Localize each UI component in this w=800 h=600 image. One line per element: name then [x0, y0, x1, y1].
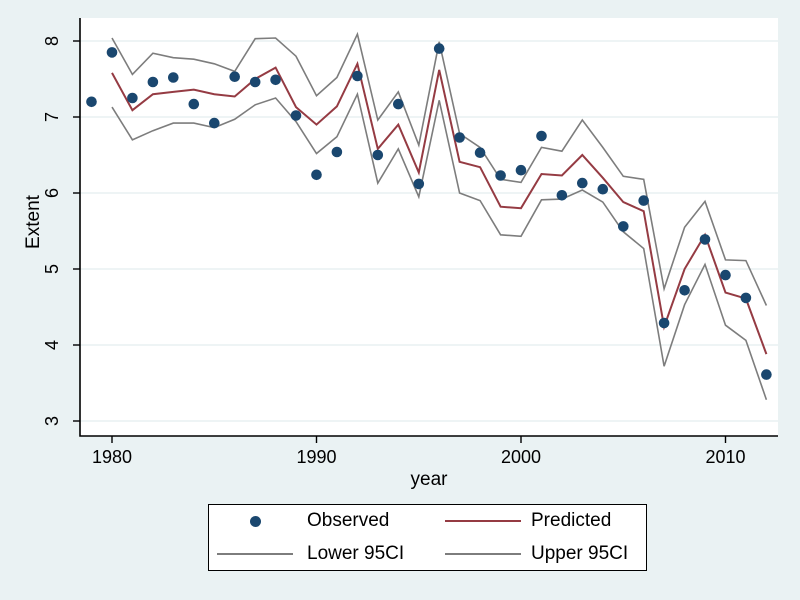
- observed-point: [270, 74, 281, 86]
- observed-point: [127, 92, 138, 104]
- x-tick-label: 2010: [705, 447, 745, 467]
- upper-ci-line: [111, 31, 768, 306]
- observed-point: [311, 169, 322, 181]
- legend: Observed Predicted Lower 95CI Upper 95CI: [208, 504, 647, 571]
- y-tick-label: 5: [42, 264, 62, 274]
- legend-marker-predicted: [445, 520, 521, 523]
- y-tick-label: 4: [42, 340, 62, 350]
- observed-point: [495, 170, 506, 181]
- observed-point: [290, 110, 302, 121]
- observed-point: [536, 130, 547, 142]
- lower-ci-line: [111, 91, 768, 400]
- legend-label-lower-95ci: Lower 95CI: [307, 542, 405, 564]
- observed-point: [209, 117, 220, 129]
- observed-point: [474, 147, 486, 158]
- observed-point: [597, 183, 609, 195]
- legend-marker-lower-95ci: [217, 552, 293, 555]
- legend-label-predicted: Predicted: [531, 510, 612, 532]
- observed-point: [720, 269, 731, 281]
- observed-point: [638, 195, 649, 206]
- observed-point: [106, 47, 118, 58]
- plot-area: [80, 18, 778, 436]
- y-axis-title: Extent: [23, 195, 44, 249]
- observed-point: [372, 149, 384, 161]
- y-tick-label: 3: [42, 416, 62, 426]
- legend-marker-upper-95ci: [445, 552, 521, 555]
- x-tick-label: 1980: [92, 447, 132, 467]
- x-tick-label: 1990: [296, 447, 336, 467]
- observed-point: [188, 98, 200, 110]
- observed-point: [658, 317, 670, 329]
- observed-point: [352, 70, 363, 82]
- observed-point: [249, 76, 261, 88]
- observed-point: [413, 178, 425, 190]
- observed-point: [679, 285, 690, 296]
- observed-point: [229, 71, 240, 82]
- observed-point: [433, 43, 445, 54]
- observed-point: [699, 234, 711, 245]
- y-tick-label: 6: [42, 188, 62, 198]
- observed-point: [393, 98, 404, 110]
- observed-point: [454, 132, 465, 143]
- observed-point: [556, 190, 568, 201]
- observed-point: [168, 72, 179, 83]
- observed-point: [331, 146, 343, 158]
- predicted-line: [111, 60, 768, 355]
- legend-label-upper-95ci: Upper 95CI: [531, 542, 629, 564]
- observed-point: [147, 76, 159, 88]
- x-tick-label: 2000: [501, 447, 541, 467]
- observed-point: [761, 369, 772, 380]
- observed-point: [515, 164, 527, 176]
- observed-point: [618, 221, 629, 232]
- y-tick-label: 8: [42, 36, 62, 46]
- x-axis-title: year: [410, 469, 448, 490]
- legend-label-observed: Observed: [307, 510, 390, 532]
- observed-point: [86, 96, 97, 108]
- axis-lines: [79, 18, 778, 437]
- legend-marker-observed: [249, 515, 261, 527]
- y-tick-label: 7: [42, 112, 62, 122]
- observed-point: [577, 177, 588, 189]
- observed-point: [740, 292, 752, 304]
